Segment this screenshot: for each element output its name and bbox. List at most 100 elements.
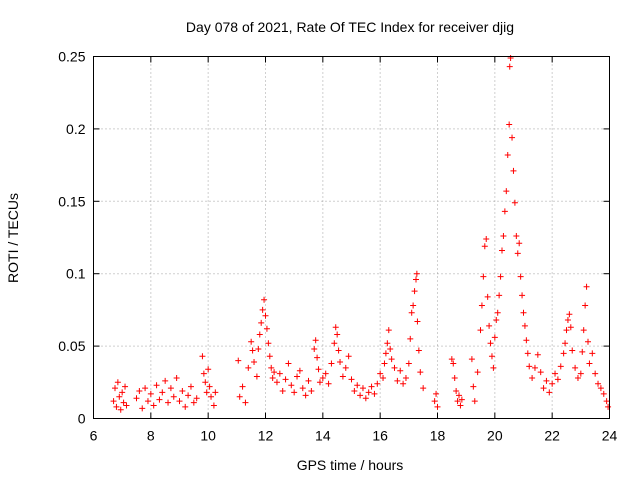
- data-point: [411, 288, 418, 295]
- data-point: [491, 334, 498, 341]
- data-point: [242, 399, 249, 406]
- data-point: [239, 383, 246, 390]
- data-point: [413, 276, 419, 283]
- data-point: [408, 309, 415, 316]
- data-point: [110, 398, 117, 405]
- data-point: [371, 390, 378, 397]
- data-point: [288, 382, 295, 389]
- data-point: [477, 327, 484, 334]
- data-point: [574, 374, 581, 381]
- data-point: [517, 273, 524, 280]
- data-point: [319, 374, 326, 381]
- data-point: [523, 337, 530, 344]
- data-point: [113, 403, 120, 410]
- data-point: [496, 292, 503, 299]
- y-tick-label: 0.15: [58, 193, 85, 209]
- y-tick-label: 0.2: [66, 121, 86, 137]
- data-point: [245, 364, 252, 371]
- data-point: [332, 324, 339, 331]
- data-point: [271, 369, 278, 376]
- data-point: [210, 402, 217, 409]
- data-point: [520, 309, 527, 316]
- data-point: [454, 398, 461, 405]
- data-point: [579, 348, 586, 355]
- data-point: [405, 360, 412, 367]
- data-point: [328, 360, 335, 367]
- data-point: [334, 331, 341, 338]
- data-point: [119, 389, 126, 396]
- data-point: [577, 370, 584, 377]
- data-point: [531, 364, 538, 371]
- data-point: [603, 398, 610, 405]
- data-point: [315, 366, 322, 373]
- data-point: [402, 374, 409, 381]
- y-tick-label: 0.25: [58, 49, 85, 65]
- data-point: [162, 377, 169, 384]
- data-point: [325, 380, 332, 387]
- data-point: [519, 292, 526, 299]
- data-point: [273, 379, 280, 386]
- data-point: [256, 331, 263, 338]
- data-point: [212, 389, 219, 396]
- data-point: [410, 302, 417, 309]
- data-point: [480, 273, 487, 280]
- data-point: [357, 392, 364, 399]
- data-point: [255, 345, 262, 352]
- x-tick-label: 22: [544, 428, 560, 444]
- data-point: [490, 364, 497, 371]
- data-point: [458, 396, 465, 403]
- data-point: [488, 353, 495, 360]
- grid: [93, 56, 610, 419]
- data-point: [359, 385, 366, 392]
- data-point: [506, 63, 513, 70]
- x-axis: 6 8 10 12 14 16 18 20 22 24: [90, 56, 617, 444]
- data-point: [345, 353, 352, 360]
- data-point: [560, 350, 567, 357]
- data-point: [500, 233, 507, 240]
- data-point: [302, 392, 309, 399]
- data-point: [147, 390, 154, 397]
- data-point: [540, 385, 547, 392]
- data-point: [144, 398, 151, 405]
- data-point: [266, 353, 273, 360]
- data-point: [185, 392, 192, 399]
- chart-title: Day 078 of 2021, Rate Of TEC Index for r…: [186, 19, 514, 35]
- data-point: [167, 385, 174, 392]
- data-point: [261, 296, 268, 303]
- data-point: [526, 363, 533, 370]
- data-point: [572, 364, 579, 371]
- data-point: [374, 380, 381, 387]
- data-point: [200, 370, 207, 377]
- data-point: [339, 373, 346, 380]
- data-point: [236, 393, 243, 400]
- data-point: [331, 340, 338, 347]
- data-point: [450, 360, 457, 367]
- data-point: [170, 393, 177, 400]
- data-point: [305, 377, 312, 384]
- y-tick-label: 0.05: [58, 338, 85, 354]
- data-point: [468, 356, 475, 363]
- data-point: [199, 353, 206, 360]
- data-point: [529, 374, 536, 381]
- data-point: [474, 369, 481, 376]
- data-point: [136, 387, 143, 394]
- data-point: [470, 383, 477, 390]
- data-point: [150, 402, 157, 409]
- data-point: [597, 385, 604, 392]
- data-point: [182, 403, 189, 410]
- data-point: [202, 379, 209, 386]
- data-point: [384, 340, 391, 347]
- data-point: [413, 270, 420, 277]
- data-point: [291, 389, 298, 396]
- data-point: [586, 360, 593, 367]
- data-point: [153, 382, 160, 389]
- data-point: [507, 54, 514, 61]
- data-point: [484, 293, 491, 300]
- data-point: [381, 360, 388, 367]
- data-point: [259, 306, 266, 313]
- x-tick-label: 12: [258, 428, 274, 444]
- plot-frame: [93, 56, 610, 419]
- data-point: [564, 317, 571, 324]
- data-point: [414, 318, 421, 325]
- data-point: [335, 347, 342, 354]
